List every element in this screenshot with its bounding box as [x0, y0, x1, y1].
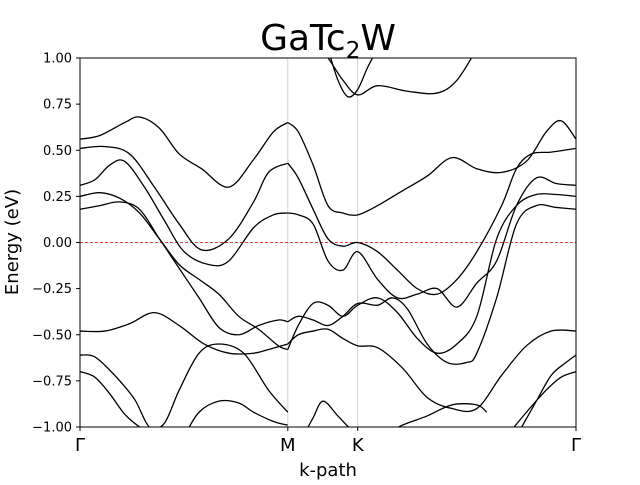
- band-line-11: [287, 147, 576, 296]
- band-line-9: [188, 399, 288, 427]
- x-tick-label: M: [280, 435, 296, 456]
- y-axis-label: Energy (eV): [2, 189, 23, 295]
- y-axis-ticks: 1.00 0.75 0.50 0.25 0.00 −0.25 −0.50 −0.75 −1.00: [32, 52, 80, 436]
- band-line-17: [397, 403, 488, 427]
- band-line-21: [330, 58, 374, 98]
- chart-title: GaTc2W: [260, 18, 396, 64]
- x-tick-label: Γ: [571, 435, 581, 456]
- band-line-3: [80, 159, 288, 267]
- y-tick-label: −0.75: [32, 374, 72, 389]
- y-tick-label: 0.25: [43, 190, 72, 205]
- band-line-7: [80, 343, 289, 427]
- band-line-6: [80, 311, 288, 355]
- band-line-15: [287, 328, 576, 413]
- band-line-12: [287, 176, 576, 308]
- y-tick-label: −0.25: [32, 282, 72, 297]
- y-tick-label: −1.00: [32, 421, 72, 436]
- band-line-18: [513, 371, 576, 427]
- band-line-16: [307, 400, 350, 427]
- y-tick-label: −0.50: [32, 328, 72, 343]
- y-tick-label: 0.00: [43, 236, 72, 251]
- x-tick-label: Γ: [75, 435, 85, 456]
- band-line-2: [80, 145, 289, 252]
- y-tick-label: 0.50: [43, 144, 72, 159]
- band-line-13: [287, 192, 576, 354]
- band-line-5: [80, 201, 288, 336]
- band-lines: [80, 58, 576, 427]
- chart-title-tail: W: [360, 18, 396, 59]
- x-tick-label: K: [352, 435, 365, 456]
- band-line-4: [80, 192, 289, 351]
- band-line-19: [520, 354, 576, 427]
- y-tick-label: 1.00: [43, 52, 72, 67]
- band-line-10: [287, 119, 576, 216]
- band-line-8: [80, 371, 141, 427]
- band-line-1: [80, 116, 289, 188]
- y-tick-label: 0.75: [43, 98, 72, 113]
- x-axis-label: k-path: [299, 460, 357, 480]
- chart-title-main: GaTc: [260, 18, 346, 59]
- band-line-14: [287, 203, 576, 365]
